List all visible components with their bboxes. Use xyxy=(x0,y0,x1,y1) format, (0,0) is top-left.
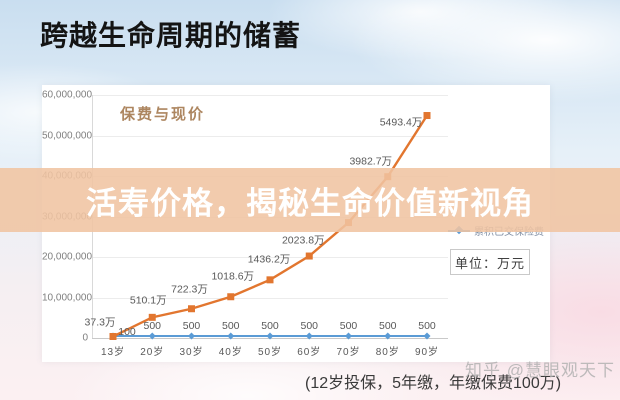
cash-value-label: 37.3万 xyxy=(84,316,116,329)
premium-label: 500 xyxy=(221,320,240,332)
gridline xyxy=(92,95,448,96)
premium-label: 500 xyxy=(182,320,201,332)
premium-point xyxy=(345,332,352,340)
x-tick-label: 90岁 xyxy=(414,347,440,358)
premium-label: 500 xyxy=(300,320,319,332)
x-tick-label: 50岁 xyxy=(257,347,283,358)
legend-label: 累积已交保险费 xyxy=(474,227,544,238)
y-tick-label: 10,000,000 xyxy=(42,292,93,303)
premium-label: 500 xyxy=(143,320,162,332)
overlay-banner: 活寿价格，揭秘生命价值新视角 xyxy=(0,168,620,232)
y-tick-label: 60,000,000 xyxy=(42,89,93,101)
unit-box: 单位：万元 xyxy=(450,249,530,275)
cash-value-point xyxy=(423,112,431,120)
overlay-banner-text: 活寿价格，揭秘生命价值新视角 xyxy=(86,185,534,221)
gridline xyxy=(92,135,448,137)
policy-caption: (12岁投保，5年缴，年缴保费100万) xyxy=(305,375,562,392)
cash-value-point xyxy=(148,313,156,321)
cash-value-label: 5493.4万 xyxy=(379,116,423,129)
cash-value-label: 2023.8万 xyxy=(281,234,325,247)
premium-label: 500 xyxy=(339,320,358,332)
gridline xyxy=(92,297,448,299)
premium-label: 500 xyxy=(261,320,279,332)
y-tick-label: 50,000,000 xyxy=(42,130,93,141)
gridline xyxy=(92,257,448,258)
page-title: 跨越生命周期的储蓄 xyxy=(40,20,302,51)
premium-point xyxy=(148,332,156,340)
x-tick-label: 80岁 xyxy=(375,347,400,358)
cash-value-label: 510.1万 xyxy=(129,294,167,307)
x-tick-label: 30岁 xyxy=(179,347,204,358)
cash-value-label: 1018.6万 xyxy=(211,270,255,283)
x-tick-label: 60岁 xyxy=(297,347,322,358)
premium-label: 500 xyxy=(378,320,397,332)
premium-label: 100 xyxy=(118,326,136,338)
premium-point xyxy=(266,332,274,340)
cash-value-label: 722.3万 xyxy=(171,283,208,296)
premium-point xyxy=(227,332,235,340)
cash-value-point xyxy=(266,276,274,284)
cash-value-point xyxy=(109,332,117,340)
cash-value-label: 3982.7万 xyxy=(349,155,393,168)
cash-value-point xyxy=(305,252,313,260)
x-tick-label: 40岁 xyxy=(218,347,243,358)
chart-title: 保费与现价 xyxy=(120,106,206,123)
y-tick-label: 20,000,000 xyxy=(42,251,93,263)
x-tick-label: 20岁 xyxy=(140,347,165,358)
y-tick-label: 0 xyxy=(82,332,88,344)
premium-point xyxy=(188,332,195,340)
cash-value-label: 1436.2万 xyxy=(247,253,291,266)
cash-value-point xyxy=(188,305,195,313)
premium-label: 500 xyxy=(418,320,436,332)
watermark: 知乎 @慧眼观天下 xyxy=(465,361,615,380)
premium-point xyxy=(384,332,392,340)
x-tick-label: 70岁 xyxy=(336,347,361,358)
premium-point xyxy=(305,332,313,340)
x-tick-label: 13岁 xyxy=(100,347,126,358)
premium-point xyxy=(423,332,431,340)
cash-value-point xyxy=(227,293,235,301)
